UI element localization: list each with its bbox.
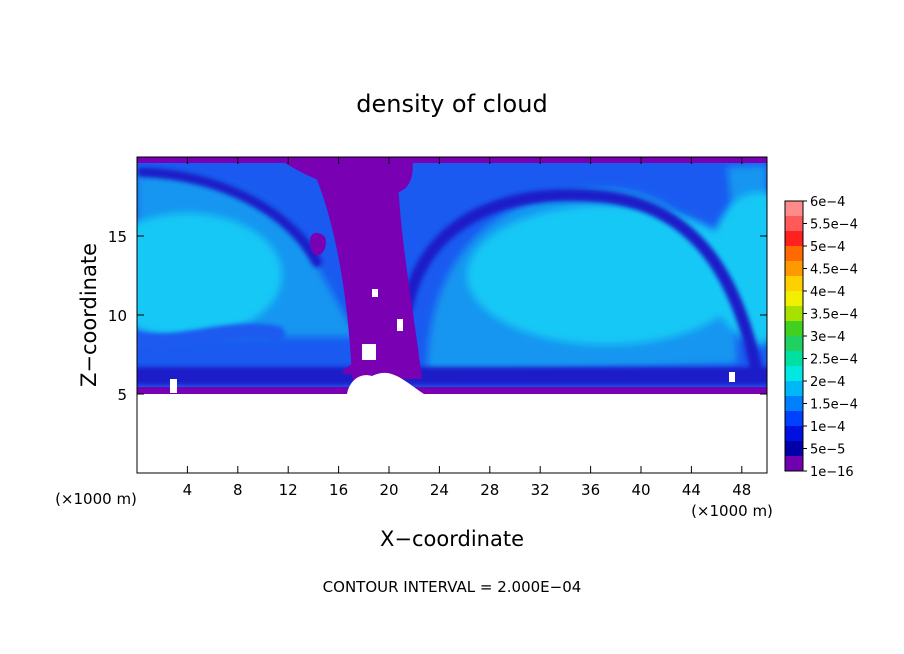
x-unit-label: (×1000 m) bbox=[691, 502, 773, 520]
colorbar-swatch bbox=[785, 291, 803, 307]
low-density-regions bbox=[137, 157, 767, 394]
colorbar-swatch bbox=[785, 216, 803, 232]
x-tick-label: 4 bbox=[183, 481, 193, 499]
colorbar-swatch bbox=[785, 456, 803, 472]
colorbar-label: 5.5e−4 bbox=[810, 218, 858, 233]
x-tick-label: 32 bbox=[531, 481, 550, 499]
y-axis-label: Z−coordinate bbox=[77, 243, 101, 387]
colorbar-swatch bbox=[785, 321, 803, 337]
y-tick-label: 15 bbox=[108, 228, 127, 246]
contour-interval-note: CONTOUR INTERVAL = 2.000E−04 bbox=[323, 578, 582, 596]
right-dome-edge bbox=[401, 188, 763, 378]
top-strip bbox=[137, 157, 767, 163]
x-axis-label: X−coordinate bbox=[380, 527, 524, 551]
colorbar-swatch bbox=[785, 396, 803, 412]
x-tick-label: 28 bbox=[480, 481, 499, 499]
x-tick-label: 40 bbox=[631, 481, 650, 499]
colorbar-label: 6e−4 bbox=[810, 195, 845, 210]
colorbar-swatch bbox=[785, 306, 803, 322]
colorbar-swatch bbox=[785, 246, 803, 262]
x-tick-label: 12 bbox=[279, 481, 298, 499]
no-cloud-patches bbox=[170, 289, 735, 394]
x-tick-label: 8 bbox=[233, 481, 243, 499]
lower-left-wisp bbox=[137, 323, 285, 350]
colorbar-swatch bbox=[785, 336, 803, 352]
heatmap-field bbox=[137, 157, 767, 473]
x-axis: 4 8 12 16 20 24 28 32 36 40 44 48 bbox=[183, 157, 751, 499]
below-base-region bbox=[137, 394, 767, 473]
colorbar-swatch bbox=[785, 201, 803, 217]
colorbar-swatch bbox=[785, 351, 803, 367]
base-strip bbox=[137, 387, 767, 394]
central-column bbox=[307, 157, 422, 379]
central-base-bulge bbox=[342, 359, 402, 376]
colorbar-label: 1e−16 bbox=[810, 465, 854, 480]
y-unit-label: (×1000 m) bbox=[55, 490, 137, 508]
colorbar-label: 5e−5 bbox=[810, 443, 845, 458]
y-tick-label: 5 bbox=[117, 386, 127, 404]
chart-title: density of cloud bbox=[356, 90, 547, 118]
x-tick-label: 16 bbox=[329, 481, 348, 499]
column-hole-1 bbox=[362, 344, 376, 360]
central-gap bbox=[347, 372, 425, 394]
colorbar-label: 2.5e−4 bbox=[810, 353, 858, 368]
colorbar: 6e−4 5.5e−4 5e−4 4.5e−4 4e−4 3.5e−4 3e−4 2.5e−4… bbox=[784, 195, 858, 480]
colorbar-swatch bbox=[785, 381, 803, 397]
colorbar-swatch bbox=[785, 366, 803, 382]
colorbar-label: 3.5e−4 bbox=[810, 308, 858, 323]
column-hole-2 bbox=[397, 319, 403, 331]
cloud-cores bbox=[137, 192, 767, 345]
left-hole bbox=[170, 379, 177, 393]
column-cap bbox=[365, 157, 413, 193]
x-tick-label: 36 bbox=[581, 481, 600, 499]
left-dome-edge bbox=[137, 167, 322, 267]
colorbar-label: 1.5e−4 bbox=[810, 398, 858, 413]
colorbar-label: 4e−4 bbox=[810, 285, 845, 300]
colorbar-label: 3e−4 bbox=[810, 330, 845, 345]
colorbar-swatch bbox=[785, 441, 803, 457]
colorbar-label: 2e−4 bbox=[810, 375, 845, 390]
column-hole-3 bbox=[372, 289, 378, 297]
y-tick-label: 10 bbox=[108, 307, 127, 325]
edge-core bbox=[709, 192, 767, 342]
colorbar-label: 5e−4 bbox=[810, 240, 845, 255]
colorbar-label: 4.5e−4 bbox=[810, 263, 858, 278]
right-core bbox=[467, 205, 747, 345]
dark-bands bbox=[137, 167, 767, 385]
left-core bbox=[137, 213, 282, 337]
colorbar-label: 1e−4 bbox=[810, 420, 845, 435]
y-axis: 5 10 15 bbox=[108, 228, 767, 404]
x-tick-label: 48 bbox=[732, 481, 751, 499]
x-tick-label: 24 bbox=[430, 481, 449, 499]
x-tick-label: 20 bbox=[379, 481, 398, 499]
right-hole bbox=[729, 372, 735, 382]
column-curl bbox=[309, 232, 326, 256]
colorbar-swatch bbox=[785, 231, 803, 247]
colorbar-swatch bbox=[785, 426, 803, 442]
colorbar-swatch bbox=[785, 411, 803, 427]
colorbar-swatch bbox=[785, 276, 803, 292]
colorbar-swatch bbox=[785, 261, 803, 277]
x-tick-label: 44 bbox=[682, 481, 701, 499]
